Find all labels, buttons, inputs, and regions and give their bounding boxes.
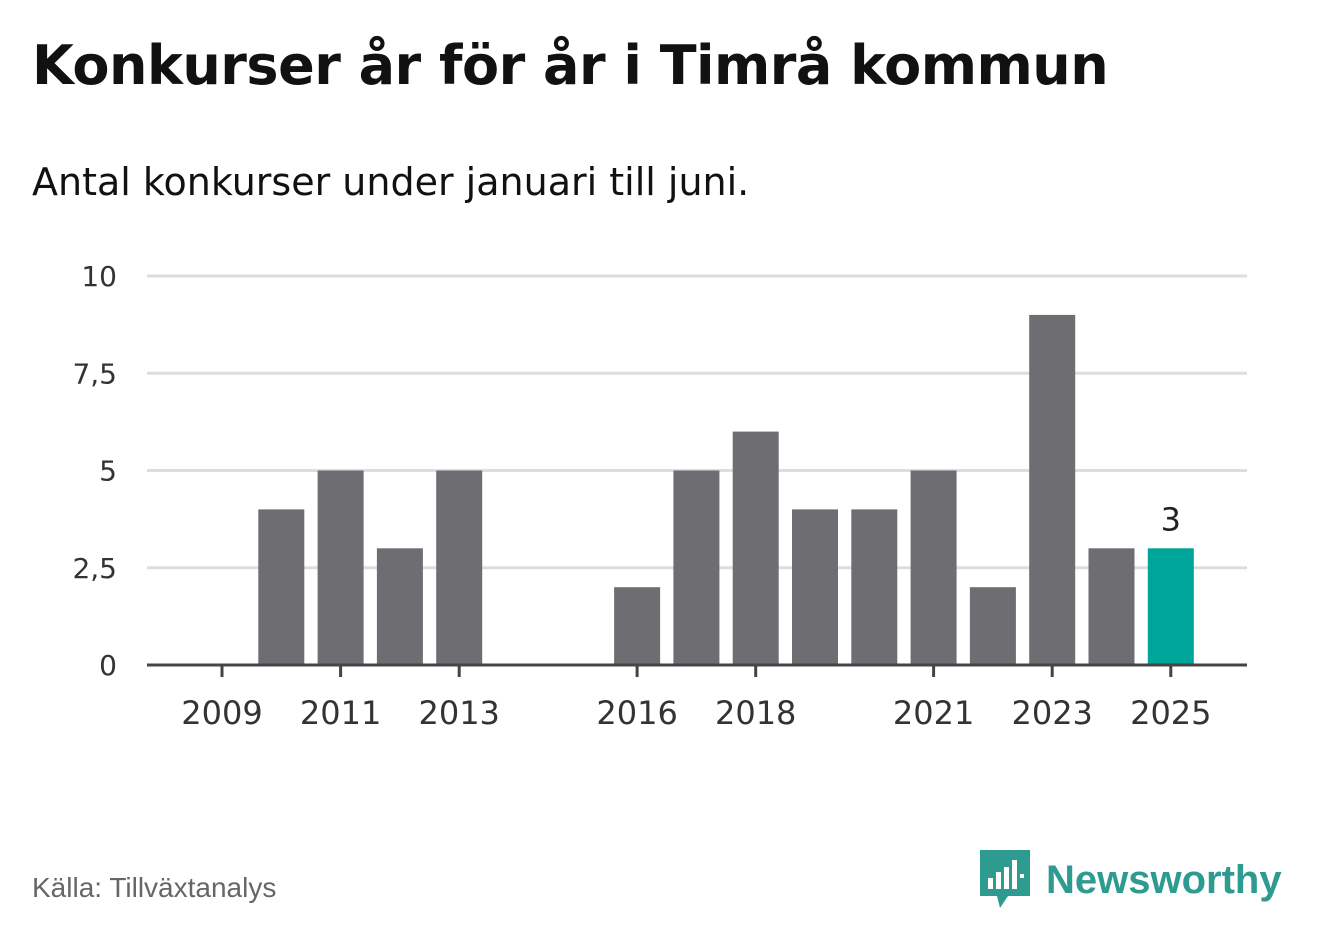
x-tick-label: 2018: [715, 694, 796, 732]
bar: [1147, 548, 1194, 665]
x-tick-label: 2011: [300, 694, 381, 732]
data-label: 3: [1161, 500, 1181, 538]
y-tick-label: 10: [81, 260, 117, 293]
y-tick-label: 7,5: [72, 357, 117, 390]
bar: [732, 431, 779, 665]
newsworthy-bar-chart-speech-bubble-icon: [980, 850, 1030, 908]
chart-subtitle: Antal konkurser under januari till juni.: [32, 160, 750, 204]
y-tick-label: 5: [99, 455, 117, 488]
chart-title: Konkurser år för år i Timrå kommun: [32, 34, 1109, 97]
bar: [851, 509, 898, 665]
x-tick-label: 2021: [893, 694, 974, 732]
bar: [969, 587, 1016, 665]
y-tick-label: 2,5: [72, 552, 117, 585]
bar: [673, 470, 720, 665]
bars: [258, 314, 1194, 665]
axes: [147, 663, 1247, 677]
bar: [317, 470, 364, 665]
labels: 0 2,5 5 7,5 10 2009 2011 2013 2016 2018 2021 2023 20…: [72, 260, 1211, 732]
source-note: Källa: Tillväxtanalys: [32, 872, 277, 903]
bar: [910, 470, 957, 665]
x-tick-label: 2023: [1011, 694, 1092, 732]
x-tick-label: 2025: [1130, 694, 1211, 732]
bar: [258, 509, 305, 665]
bar: [1029, 314, 1076, 665]
y-tick-label: 0: [99, 649, 117, 682]
x-tick-label: 2009: [181, 694, 262, 732]
x-tick-label: 2016: [596, 694, 677, 732]
bar: [1088, 548, 1135, 665]
x-tick-label: 2013: [418, 694, 499, 732]
bar: [376, 548, 423, 665]
bar: [614, 587, 661, 665]
brand-name: Newsworthy: [1046, 857, 1282, 902]
brand-logo[interactable]: Newsworthy: [980, 850, 1282, 910]
bar: [436, 470, 483, 665]
bar: [792, 509, 838, 665]
